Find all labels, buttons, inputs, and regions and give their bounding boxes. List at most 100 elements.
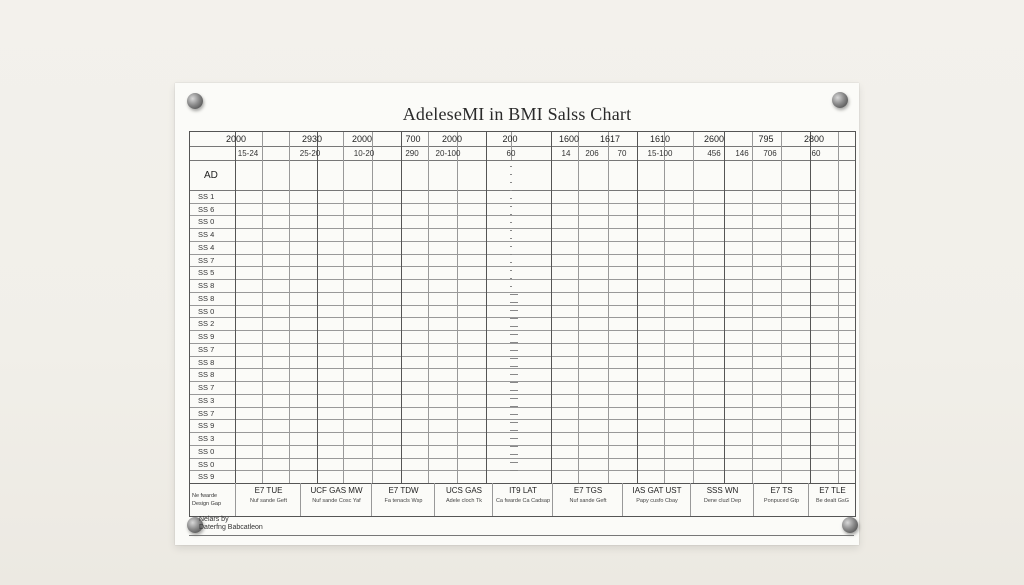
center-dash xyxy=(510,414,518,415)
row-label: SS 4 xyxy=(198,230,215,240)
grid-column-line xyxy=(838,132,839,483)
footer-cell: E7 TLE Be dealt GsG xyxy=(808,483,856,516)
footer-cell-note: Be dealt GsG xyxy=(815,498,850,504)
row-label: SS 7 xyxy=(198,383,215,393)
row-label: SS 9 xyxy=(198,332,215,342)
center-dash xyxy=(510,438,518,439)
header-sublabel: 60 xyxy=(506,149,516,158)
grid-column-line xyxy=(457,132,458,483)
grid-column-line xyxy=(752,132,753,483)
footer-cell-note: Fa tenacls Wsp xyxy=(384,498,423,504)
center-dash xyxy=(510,214,512,215)
footer-cell-title: E7 TGS xyxy=(573,486,603,495)
footer-cell: E7 TS Ponpuced Gtp xyxy=(753,483,809,516)
footer-cell: E7 TDW Fa tenacls Wsp xyxy=(371,483,435,516)
header-sublabel: 60 xyxy=(811,149,821,158)
grid-line xyxy=(190,444,855,446)
header-label: 2930 xyxy=(301,134,323,144)
center-dash xyxy=(510,406,518,407)
header-label: 1600 xyxy=(558,134,580,144)
grid-line xyxy=(190,457,855,459)
row-label: SS 0 xyxy=(198,446,215,456)
row-label: SS 8 xyxy=(198,293,215,303)
center-dash xyxy=(510,366,518,367)
grid-line xyxy=(190,190,855,191)
center-dash xyxy=(510,270,512,271)
row-label: SS 0 xyxy=(198,459,215,469)
footer-cell-note: Nuf sande Cosc Yaf xyxy=(312,498,361,504)
center-dash xyxy=(510,222,512,223)
header-sublabel: 206 xyxy=(585,149,599,158)
note-divider xyxy=(189,535,854,536)
grid-line xyxy=(190,406,855,408)
grid-line xyxy=(190,215,855,217)
footer-cell: IAS GAT UST Papy cusfo Cbay xyxy=(622,483,691,516)
center-dash xyxy=(510,198,512,199)
footer-cell: IT9 LAT Ca fwarde Ca Cadsap xyxy=(492,483,553,516)
header-label: 795 xyxy=(758,134,774,144)
footer-label: Ne fwarde Design Gap xyxy=(192,492,221,508)
pin-icon xyxy=(187,93,203,109)
center-dash xyxy=(510,454,518,455)
row-label: SS 8 xyxy=(198,281,215,291)
pin-icon xyxy=(187,517,203,533)
center-dash xyxy=(510,390,518,391)
header-sublabel: 706 xyxy=(763,149,777,158)
row-label: SS 0 xyxy=(198,217,215,227)
footer-cell-title: E7 TLE xyxy=(819,486,846,495)
header-sublabel: 290 xyxy=(405,149,419,158)
center-dash xyxy=(510,174,512,175)
center-dash xyxy=(510,382,518,383)
row-label: SS 8 xyxy=(198,370,215,380)
grid-column-line xyxy=(372,132,373,483)
row-label: SS 6 xyxy=(198,204,215,214)
header-label: 2800 xyxy=(803,134,825,144)
center-dash xyxy=(510,278,512,279)
bmi-chart-poster: AdeleseMI in BMI Salss Chart AD SS 1 SS 6… xyxy=(175,83,859,545)
row-label: SS 3 xyxy=(198,434,215,444)
footer-cell-note: Nuf sande Geft xyxy=(569,498,607,504)
footer-cell: SSS WN Dene cluzl Dep xyxy=(690,483,754,516)
grid-column-line xyxy=(693,132,694,483)
center-dash xyxy=(510,246,512,247)
center-dash xyxy=(510,398,518,399)
center-dash xyxy=(510,430,518,431)
header-label: 2600 xyxy=(703,134,725,144)
header-label: 2000 xyxy=(351,134,373,144)
footer-cell: UCF GAS MW Nuf sande Cosc Yaf xyxy=(300,483,372,516)
grid-line xyxy=(190,228,855,230)
center-dash xyxy=(510,302,518,303)
row-label: SS 9 xyxy=(198,472,215,482)
grid-column-line xyxy=(428,132,429,483)
center-dash xyxy=(510,254,512,255)
grid-column-line xyxy=(343,132,344,483)
note-line-2: Daterfng Babcatleon xyxy=(199,524,263,531)
footer-cell-title: E7 TS xyxy=(770,486,793,495)
pin-icon xyxy=(842,517,858,533)
header-sublabel: 456 xyxy=(707,149,721,158)
footer-cell-title: E7 TDW xyxy=(388,486,419,495)
footer-cell: E7 TUE Nuf sande Geft xyxy=(235,483,301,516)
row-label: SS 1 xyxy=(198,192,215,201)
center-dash xyxy=(510,422,518,423)
grid-column-line xyxy=(511,132,512,160)
grid-line xyxy=(190,470,855,472)
footer-cell-note: Ca fwarde Ca Cadsap xyxy=(495,498,551,504)
footer-cell-title: E7 TUE xyxy=(254,486,283,495)
row-label: SS 0 xyxy=(198,306,215,316)
grid-column-line xyxy=(578,132,579,483)
row-label: SS 4 xyxy=(198,242,215,252)
center-dash xyxy=(510,294,518,295)
grid-column-line xyxy=(664,132,665,483)
center-dash xyxy=(510,238,512,239)
row-label: SS 9 xyxy=(198,421,215,431)
header-label: 1610 xyxy=(649,134,671,144)
chart-title: AdeleseMI in BMI Salss Chart xyxy=(402,104,632,124)
grid-line xyxy=(190,240,855,242)
grid-column-line xyxy=(724,132,725,483)
grid-column-line xyxy=(401,132,402,483)
header-label: 200 xyxy=(502,134,518,144)
grid-line xyxy=(190,342,855,344)
grid-line xyxy=(190,146,855,147)
grid-line xyxy=(190,266,855,268)
